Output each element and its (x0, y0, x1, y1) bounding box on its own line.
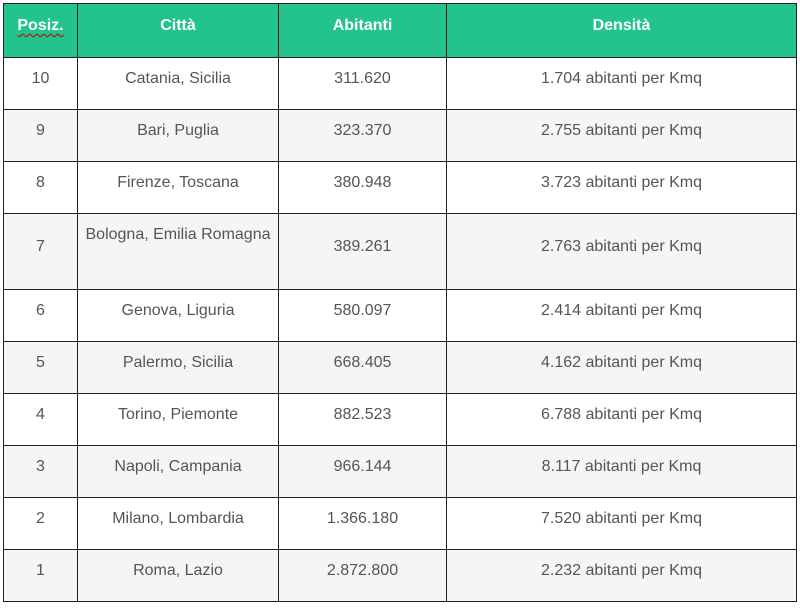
cell-position: 6 (3, 289, 78, 342)
table-row: 9 Bari, Puglia 323.370 2.755 abitanti pe… (3, 109, 797, 162)
cell-density: 8.117 abitanti per Kmq (446, 445, 797, 498)
cell-population: 1.366.180 (278, 497, 447, 550)
table-row: 8 Firenze, Toscana 380.948 3.723 abitant… (3, 161, 797, 214)
table-row: 1 Roma, Lazio 2.872.800 2.232 abitanti p… (3, 549, 797, 602)
cell-population: 311.620 (278, 57, 447, 110)
cell-density: 2.232 abitanti per Kmq (446, 549, 797, 602)
cell-population: 2.872.800 (278, 549, 447, 602)
cell-position: 9 (3, 109, 78, 162)
cities-table-container: Posiz. Città Abitanti Densità 10 Catania… (3, 3, 797, 602)
cell-city: Firenze, Toscana (77, 161, 279, 214)
cell-population: 966.144 (278, 445, 447, 498)
header-density: Densità (446, 3, 797, 58)
cell-density: 3.723 abitanti per Kmq (446, 161, 797, 214)
cell-density: 2.755 abitanti per Kmq (446, 109, 797, 162)
cell-position: 2 (3, 497, 78, 550)
cell-population: 580.097 (278, 289, 447, 342)
cell-population: 668.405 (278, 341, 447, 394)
cell-city: Catania, Sicilia (77, 57, 279, 110)
table-header-row: Posiz. Città Abitanti Densità (3, 3, 797, 58)
cell-population: 380.948 (278, 161, 447, 214)
cell-position: 4 (3, 393, 78, 446)
table-row: 5 Palermo, Sicilia 668.405 4.162 abitant… (3, 341, 797, 394)
cell-city: Genova, Liguria (77, 289, 279, 342)
cell-position: 1 (3, 549, 78, 602)
cell-population: 323.370 (278, 109, 447, 162)
cell-position: 5 (3, 341, 78, 394)
cell-city: Palermo, Sicilia (77, 341, 279, 394)
table-row: 10 Catania, Sicilia 311.620 1.704 abitan… (3, 57, 797, 110)
cell-density: 2.414 abitanti per Kmq (446, 289, 797, 342)
cell-position: 8 (3, 161, 78, 214)
cell-city: Torino, Piemonte (77, 393, 279, 446)
cell-population: 389.261 (278, 213, 447, 290)
cell-density: 2.763 abitanti per Kmq (446, 213, 797, 290)
cell-position: 3 (3, 445, 78, 498)
table-row: 4 Torino, Piemonte 882.523 6.788 abitant… (3, 393, 797, 446)
cell-position: 10 (3, 57, 78, 110)
cell-city: Milano, Lombardia (77, 497, 279, 550)
cell-city: Bari, Puglia (77, 109, 279, 162)
header-city: Città (77, 3, 279, 58)
header-position: Posiz. (3, 3, 78, 58)
header-population: Abitanti (278, 3, 447, 58)
cell-city: Napoli, Campania (77, 445, 279, 498)
cities-table: Posiz. Città Abitanti Densità 10 Catania… (3, 3, 797, 602)
cell-position: 7 (3, 213, 78, 290)
cell-city: Roma, Lazio (77, 549, 279, 602)
table-row: 6 Genova, Liguria 580.097 2.414 abitanti… (3, 289, 797, 342)
cell-density: 1.704 abitanti per Kmq (446, 57, 797, 110)
table-row: 3 Napoli, Campania 966.144 8.117 abitant… (3, 445, 797, 498)
cell-density: 7.520 abitanti per Kmq (446, 497, 797, 550)
cell-density: 6.788 abitanti per Kmq (446, 393, 797, 446)
cell-population: 882.523 (278, 393, 447, 446)
cell-density: 4.162 abitanti per Kmq (446, 341, 797, 394)
table-row: 2 Milano, Lombardia 1.366.180 7.520 abit… (3, 497, 797, 550)
cell-city: Bologna, Emilia Romagna (77, 213, 279, 290)
table-row: 7 Bologna, Emilia Romagna 389.261 2.763 … (3, 213, 797, 290)
